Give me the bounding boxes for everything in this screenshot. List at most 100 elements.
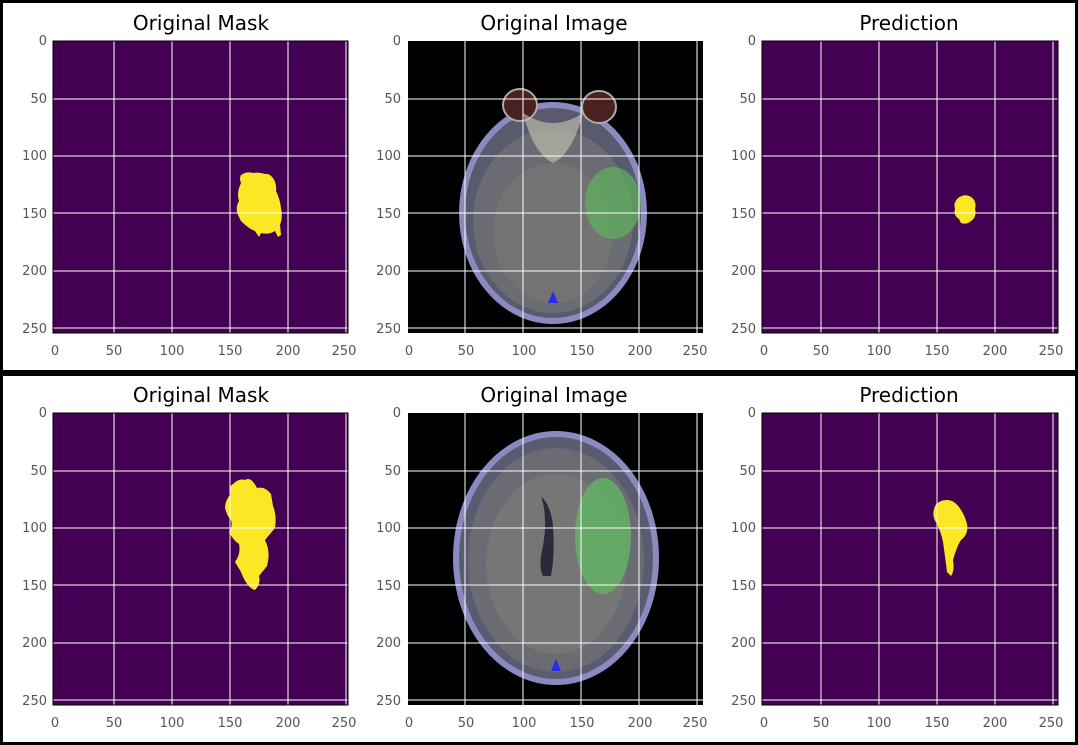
x-axis-ticks: 0 50 100 150 200 250 [51, 344, 357, 359]
plot-original-mask-top: Original Mask 0 50 100 150 200 250 [22, 11, 356, 359]
svg-text:250: 250 [332, 344, 357, 359]
grid-lines [53, 413, 348, 705]
grid-lines [762, 413, 1058, 705]
svg-text:100: 100 [376, 521, 401, 536]
y-axis-ticks: 0 50 100 150 200 250 [731, 406, 756, 709]
svg-text:150: 150 [570, 344, 595, 359]
svg-text:50: 50 [30, 464, 47, 479]
plot-title: Prediction [859, 11, 958, 35]
svg-text:150: 150 [218, 716, 243, 731]
svg-text:250: 250 [22, 694, 47, 709]
svg-text:50: 50 [106, 716, 123, 731]
svg-text:250: 250 [22, 322, 47, 337]
plot-prediction-top: Prediction 0 50 100 150 200 250 0 [731, 11, 1063, 359]
y-axis-ticks: 0 50 100 150 200 250 [376, 406, 401, 709]
svg-text:150: 150 [376, 207, 401, 222]
svg-text:50: 50 [458, 344, 475, 359]
svg-text:250: 250 [683, 716, 708, 731]
svg-text:0: 0 [748, 34, 756, 49]
y-axis-ticks: 0 50 100 150 200 250 [731, 34, 756, 337]
svg-text:50: 50 [30, 92, 47, 107]
svg-text:100: 100 [160, 716, 185, 731]
svg-text:150: 150 [376, 579, 401, 594]
prediction-background [762, 41, 1058, 333]
plot-original-image-top: Original Image 0 [376, 11, 707, 359]
brain-mri-scan [453, 431, 659, 685]
svg-text:200: 200 [22, 264, 47, 279]
svg-text:250: 250 [731, 694, 756, 709]
y-axis-ticks: 0 50 100 150 200 250 [22, 406, 47, 709]
svg-text:250: 250 [376, 322, 401, 337]
grid-lines [408, 41, 703, 333]
svg-text:0: 0 [405, 716, 413, 731]
grid-lines [762, 41, 1058, 333]
svg-text:200: 200 [731, 264, 756, 279]
svg-text:250: 250 [376, 694, 401, 709]
x-axis-ticks: 0 50 100 150 200 250 [51, 716, 357, 731]
svg-text:150: 150 [925, 716, 950, 731]
prediction-background [762, 413, 1058, 705]
svg-text:250: 250 [1039, 716, 1064, 731]
svg-text:100: 100 [512, 716, 537, 731]
tumor-mask-region [236, 172, 282, 237]
svg-text:100: 100 [22, 521, 47, 536]
plot-title: Prediction [859, 383, 958, 407]
svg-text:100: 100 [731, 521, 756, 536]
x-axis-ticks: 0 50 100 150 200 250 [760, 344, 1064, 359]
grid-lines [408, 413, 703, 705]
svg-text:50: 50 [458, 716, 475, 731]
x-axis-ticks: 0 50 100 150 200 250 [405, 344, 708, 359]
svg-text:100: 100 [867, 344, 892, 359]
figure-row-top: Original Mask 0 50 100 150 200 250 [3, 3, 1075, 370]
svg-text:100: 100 [376, 149, 401, 164]
svg-text:150: 150 [731, 579, 756, 594]
svg-text:50: 50 [813, 344, 830, 359]
svg-text:250: 250 [1039, 344, 1064, 359]
svg-text:0: 0 [39, 34, 47, 49]
tumor-mask-region [225, 479, 276, 590]
plot-prediction-bottom: Prediction 0 50 100 150 200 250 0 [731, 383, 1063, 731]
svg-text:50: 50 [813, 716, 830, 731]
svg-text:0: 0 [51, 716, 59, 731]
x-axis-ticks: 0 50 100 150 200 250 [405, 716, 708, 731]
svg-text:250: 250 [332, 716, 357, 731]
predicted-tumor-region [933, 500, 968, 576]
plot-title: Original Mask [133, 11, 270, 35]
svg-text:0: 0 [393, 34, 401, 49]
plot-original-mask-bottom: Original Mask 0 50 100 150 200 250 [22, 383, 356, 731]
svg-text:150: 150 [22, 579, 47, 594]
svg-text:0: 0 [51, 344, 59, 359]
y-axis-ticks: 0 50 100 150 200 250 [22, 34, 47, 337]
svg-text:0: 0 [760, 716, 768, 731]
svg-text:200: 200 [628, 716, 653, 731]
svg-text:200: 200 [731, 636, 756, 651]
predicted-tumor-region [954, 195, 976, 224]
svg-text:250: 250 [731, 322, 756, 337]
svg-text:200: 200 [376, 264, 401, 279]
svg-text:200: 200 [376, 636, 401, 651]
svg-text:150: 150 [22, 207, 47, 222]
svg-text:0: 0 [748, 406, 756, 421]
svg-text:0: 0 [39, 406, 47, 421]
figure-row-bottom: Original Mask 0 50 100 150 200 250 [3, 376, 1075, 742]
svg-text:250: 250 [683, 344, 708, 359]
svg-text:0: 0 [760, 344, 768, 359]
svg-text:200: 200 [983, 716, 1008, 731]
plot-original-image-bottom: Original Image 0 50 100 [376, 383, 707, 731]
svg-text:50: 50 [739, 464, 756, 479]
svg-text:100: 100 [160, 344, 185, 359]
svg-text:200: 200 [983, 344, 1008, 359]
svg-text:50: 50 [384, 464, 401, 479]
svg-text:100: 100 [867, 716, 892, 731]
svg-text:100: 100 [512, 344, 537, 359]
figure-svg-bottom: Original Mask 0 50 100 150 200 250 [22, 383, 1063, 731]
plot-title: Original Mask [133, 383, 270, 407]
svg-text:100: 100 [22, 149, 47, 164]
svg-text:0: 0 [405, 344, 413, 359]
figure-svg-top: Original Mask 0 50 100 150 200 250 [22, 11, 1063, 359]
x-axis-ticks: 0 50 100 150 200 250 [760, 716, 1064, 731]
mask-background [53, 413, 348, 705]
svg-text:50: 50 [384, 92, 401, 107]
svg-text:200: 200 [22, 636, 47, 651]
svg-text:150: 150 [218, 344, 243, 359]
